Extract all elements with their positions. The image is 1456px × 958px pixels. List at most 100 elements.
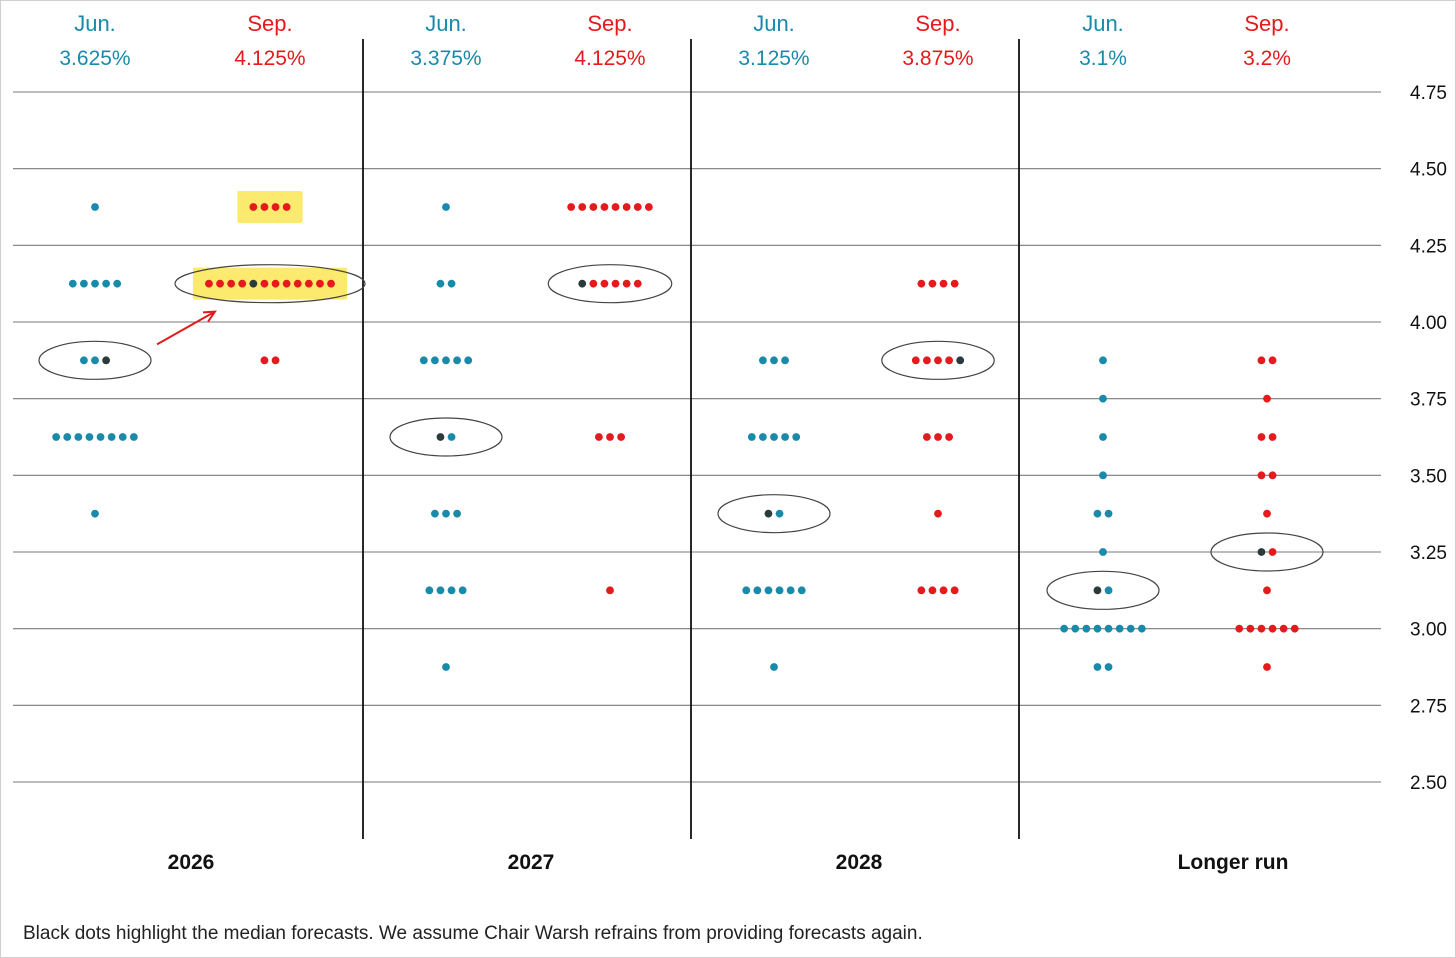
forecast-dot	[770, 663, 778, 671]
forecast-dot	[227, 279, 236, 288]
forecast-dot	[747, 433, 756, 441]
forecast-dot	[447, 279, 456, 288]
forecast-dot	[216, 279, 224, 288]
forecast-dot	[934, 356, 942, 365]
forecast-dot	[600, 279, 609, 288]
forecast-dot	[781, 433, 789, 441]
column-month-label: Jun.	[425, 11, 467, 36]
forecast-dot	[923, 433, 931, 441]
column-median-label: 4.125%	[234, 47, 305, 70]
median-dot	[956, 356, 965, 365]
forecast-dot	[770, 356, 778, 365]
forecast-dot	[1257, 356, 1266, 365]
forecast-dot	[52, 433, 61, 441]
forecast-dot	[786, 586, 795, 595]
column-month-label: Sep.	[247, 11, 292, 36]
forecast-dot	[1099, 394, 1107, 403]
forecast-dot	[611, 203, 620, 211]
median-circle	[547, 264, 673, 304]
forecast-dot	[282, 203, 291, 211]
forecast-dot	[1268, 624, 1277, 633]
forecast-dot	[1126, 624, 1135, 633]
forecast-dot	[1093, 663, 1102, 671]
forecast-dot	[453, 509, 461, 518]
forecast-dot	[1093, 509, 1102, 518]
forecast-dot	[91, 356, 99, 365]
highlight-band	[192, 267, 348, 300]
forecast-dot	[1104, 509, 1113, 518]
forecast-dot	[770, 433, 778, 441]
forecast-dot	[792, 433, 801, 441]
forecast-dot	[1246, 624, 1255, 633]
forecast-dot	[1263, 509, 1271, 518]
forecast-dot	[293, 279, 302, 288]
forecast-dot	[797, 586, 806, 595]
forecast-dot	[1071, 624, 1080, 633]
column-month-label: Jun.	[1082, 11, 1124, 36]
forecast-dot	[464, 356, 473, 365]
forecast-dot	[447, 586, 456, 595]
forecast-dot	[271, 203, 280, 211]
median-dot	[1093, 586, 1102, 595]
column-median-label: 3.2%	[1243, 47, 1291, 70]
forecast-dot	[431, 356, 439, 365]
forecast-dot	[129, 433, 138, 441]
median-dot	[436, 433, 445, 441]
y-tick-label: 3.00	[1410, 620, 1447, 641]
y-tick-label: 2.75	[1410, 696, 1447, 717]
forecast-dot	[753, 586, 762, 595]
median-dot	[578, 279, 587, 288]
dot-plot-chart: 4.75 4.50 4.25 4.00 3.75 3.50 3.25 3.00 2.75 2.50…	[13, 11, 1447, 874]
median-circle	[1046, 570, 1160, 610]
forecast-dot	[425, 586, 434, 595]
forecast-dot	[442, 356, 450, 365]
column-median-label: 3.375%	[410, 47, 481, 70]
forecast-dot	[113, 279, 122, 288]
median-dot	[249, 279, 258, 288]
median-circle	[389, 417, 503, 457]
forecast-dot	[606, 586, 614, 595]
median-circle	[881, 340, 995, 380]
y-tick-label: 3.75	[1410, 390, 1447, 411]
forecast-dot	[1137, 624, 1146, 633]
forecast-dot	[260, 203, 269, 211]
forecast-dot	[68, 279, 77, 288]
column-month-label: Sep.	[1244, 11, 1289, 36]
forecast-dot	[622, 279, 631, 288]
forecast-dot	[442, 509, 450, 518]
annotation-arrow-line	[156, 310, 216, 346]
forecast-dot	[271, 279, 280, 288]
forecast-dot	[260, 356, 269, 365]
y-tick-label: 2.50	[1410, 773, 1447, 794]
forecast-dot	[595, 433, 603, 441]
forecast-dot	[1104, 586, 1113, 595]
forecast-dot	[934, 433, 942, 441]
column-month-label: Jun.	[74, 11, 116, 36]
forecast-dot	[80, 356, 88, 365]
forecast-dot	[80, 279, 88, 288]
forecast-dot	[939, 279, 948, 288]
forecast-dot	[764, 586, 773, 595]
forecast-dot	[742, 586, 751, 595]
forecast-dot	[1257, 471, 1266, 480]
forecast-dot	[911, 356, 920, 365]
forecast-dot	[1268, 548, 1277, 556]
forecast-dot	[91, 203, 99, 211]
forecast-dot	[91, 279, 99, 288]
forecast-dot	[928, 279, 937, 288]
chart-caption: Black dots highlight the median forecast…	[23, 923, 923, 944]
median-dot	[764, 509, 773, 518]
forecast-dot	[775, 586, 784, 595]
forecast-dot	[205, 279, 213, 288]
forecast-dot	[436, 586, 445, 595]
forecast-dot	[917, 586, 926, 595]
forecast-dot	[578, 203, 587, 211]
forecast-dot	[447, 433, 456, 441]
column-median-label: 3.1%	[1079, 47, 1127, 70]
forecast-dot	[950, 279, 959, 288]
forecast-dot	[1257, 433, 1266, 441]
forecast-dot	[1104, 624, 1113, 633]
forecast-dot	[1290, 624, 1299, 633]
forecast-dot	[775, 509, 784, 518]
forecast-dot	[1099, 356, 1107, 365]
